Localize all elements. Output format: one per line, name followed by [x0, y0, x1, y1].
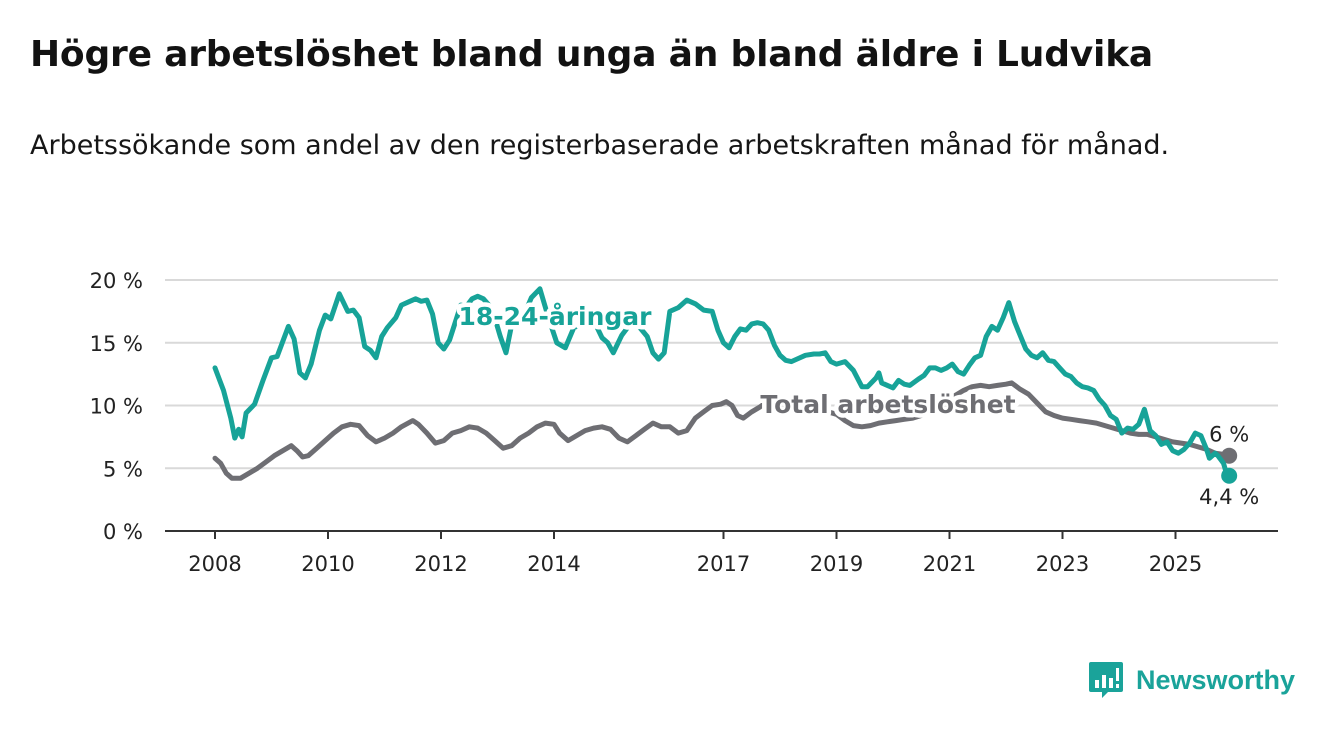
y-tick-label: 5 %	[103, 457, 143, 481]
chart-bars-icon	[1089, 662, 1123, 698]
x-tick-label: 2010	[301, 552, 354, 576]
end-value-label-halo: 4,4 %	[1199, 485, 1259, 509]
x-tick-label: 2019	[810, 552, 863, 576]
series-label-halo: 18-24-åringar	[459, 302, 653, 331]
brand-name: Newsworthy	[1136, 664, 1296, 695]
y-tick-label: 15 %	[90, 332, 143, 356]
x-tick-label: 2021	[923, 552, 976, 576]
chart-subtitle: Arbetssökande som andel av den registerb…	[30, 130, 1170, 161]
x-tick-label: 2014	[527, 552, 580, 576]
x-tick-label: 2025	[1149, 552, 1202, 576]
y-tick-label: 10 %	[90, 395, 143, 419]
end-value-label: 6 %	[1209, 423, 1249, 447]
series-line	[212, 380, 1232, 481]
series-label: 18-24-åringar	[459, 302, 653, 331]
x-tick-label: 2017	[697, 552, 750, 576]
series-label: Total arbetslöshet	[760, 390, 1015, 419]
newsworthy-logo: Newsworthy	[1088, 660, 1295, 700]
series-line	[212, 286, 1232, 479]
end-value-label: 4,4 %	[1199, 485, 1259, 509]
x-tick-label: 2023	[1036, 552, 1089, 576]
y-axis: 0 % 5 % 10 % 15 % 20 %	[90, 269, 143, 544]
end-point	[1221, 467, 1238, 484]
y-tick-label: 0 %	[103, 520, 143, 544]
series-lines	[212, 286, 1238, 484]
end-value-label-halo: 6 %	[1209, 423, 1249, 447]
x-tick-label: 2008	[188, 552, 241, 576]
x-axis: 2008 2010 2012 2014 2017 2019 2021 2023 2025	[165, 530, 1278, 576]
y-tick-label: 20 %	[90, 269, 143, 293]
chart-title: Högre arbetslöshet bland unga än bland ä…	[30, 34, 1154, 75]
series-label-halo: Total arbetslöshet	[760, 390, 1015, 419]
end-point	[1221, 447, 1238, 464]
x-tick-label: 2012	[414, 552, 467, 576]
